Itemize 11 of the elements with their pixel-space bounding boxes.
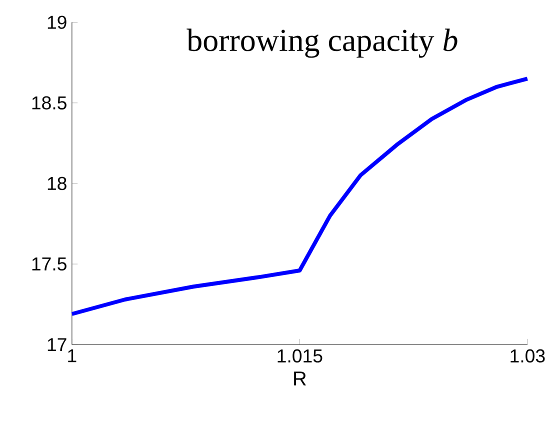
x-axis-title: R (294, 372, 306, 386)
y-tick-label: 19 (48, 16, 66, 30)
x-tick-label: 1.015 (278, 350, 322, 363)
y-tick-label: 18.5 (32, 96, 66, 110)
line-series (70, 76, 530, 316)
x-tick-label: 1.03 (510, 350, 545, 363)
y-tick-label: 17.5 (32, 258, 66, 271)
x-tick-label: 1 (68, 350, 76, 362)
chart-title: borrowing capacity b (186, 28, 458, 58)
y-tick-label: 17 (48, 338, 66, 352)
y-tick-label: 18 (48, 177, 66, 190)
